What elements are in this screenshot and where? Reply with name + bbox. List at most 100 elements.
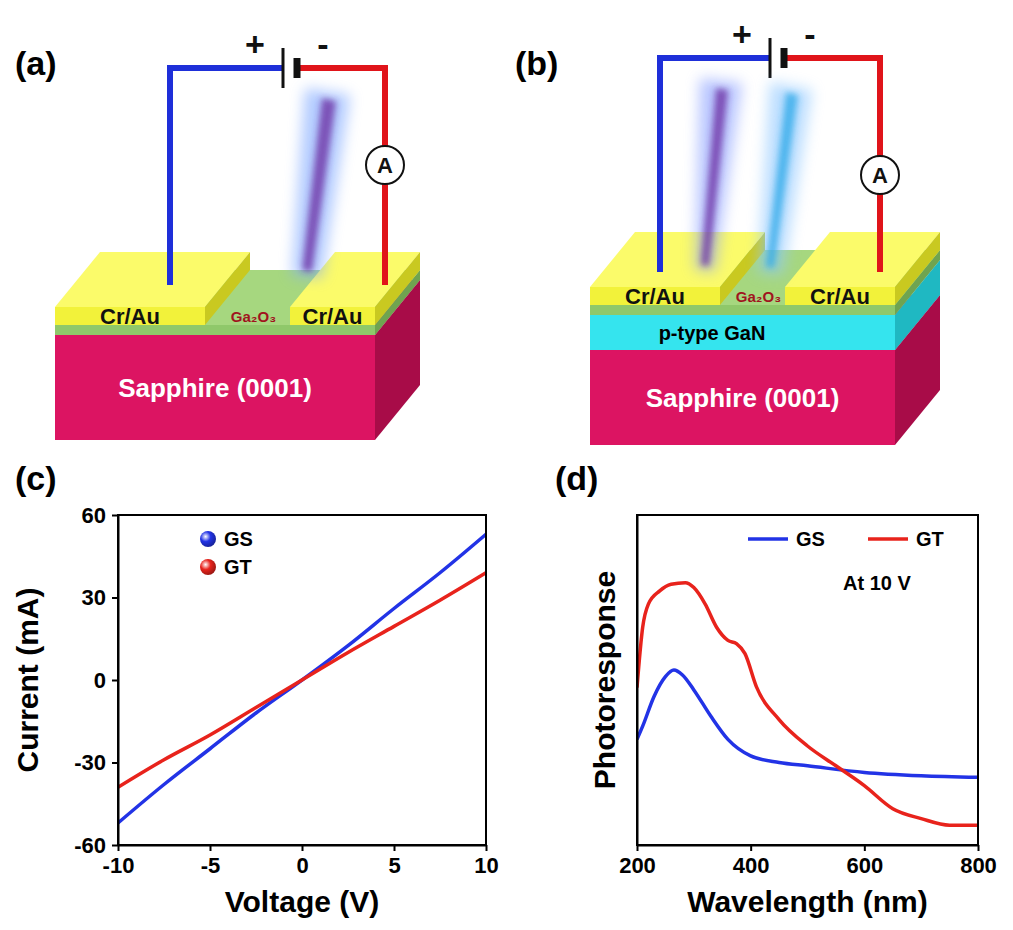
electrode-top [785, 232, 940, 287]
device-diagram: Sapphire (0001)Cr/AuCr/AuGa₂O₃+-A(a) [15, 25, 420, 440]
x-tick: 5 [388, 845, 400, 878]
layer-label: Sapphire (0001) [118, 373, 312, 403]
plot-area [637, 583, 978, 826]
legend-item: GS [748, 528, 825, 550]
layer-label: Sapphire (0001) [646, 383, 840, 413]
legend-label: GT [916, 528, 944, 550]
series-line [118, 573, 486, 788]
x-tick: -5 [201, 845, 221, 878]
wire-positive [660, 58, 770, 272]
electrode-label: Cr/Au [625, 284, 685, 309]
legend-label: GT [224, 556, 252, 578]
battery-sign: - [317, 25, 328, 63]
legend-line [748, 537, 788, 541]
tick-mark [864, 845, 866, 851]
chart-panel: -10 -5 0 5 10 -60 -30 0 30 60 Voltage (V) Current (… [11, 459, 499, 918]
layer-front [590, 315, 895, 350]
ammeter-label: A [872, 163, 888, 188]
tick-label: 10 [474, 853, 498, 878]
x-tick: 600 [846, 845, 883, 878]
light-beam-core [766, 92, 798, 268]
y-axis-line [637, 516, 639, 846]
tick-label: 0 [296, 853, 308, 878]
electrode-label: Cr/Au [100, 304, 160, 329]
tick-mark [112, 845, 118, 847]
tick-mark [112, 597, 118, 599]
battery-plate [282, 48, 285, 88]
legend: GS GT [748, 528, 944, 550]
legend-marker [200, 559, 216, 575]
tick-mark [112, 680, 118, 682]
y-tick: 30 [82, 585, 118, 610]
x-tick: 400 [733, 845, 770, 878]
legend: GS GT [200, 528, 253, 578]
tick-label: 0 [94, 668, 106, 693]
light-beam [758, 82, 812, 275]
device-diagram: Sapphire (0001) p-type GaN Cr/Au Cr/Au Ga₂O₃… [515, 15, 940, 445]
x-axis-title: Wavelength (nm) [687, 885, 928, 918]
electrode-side [895, 232, 940, 305]
y-tick: 0 [94, 668, 118, 693]
x-tick: 200 [619, 845, 656, 878]
x-axis: -10 -5 0 5 10 [103, 845, 499, 878]
tick-mark [978, 845, 980, 851]
y-axis: -60 -30 0 30 60 [74, 503, 118, 858]
legend-item: GT [200, 556, 252, 578]
electrode-label: Cr/Au [303, 304, 363, 329]
tick-label: -60 [74, 833, 106, 858]
film-label: Ga₂O₃ [736, 288, 781, 305]
tick-label: 200 [619, 853, 656, 878]
tick-mark [112, 515, 118, 517]
tick-label: 30 [82, 585, 106, 610]
tick-label: 60 [82, 503, 106, 528]
battery-plate [769, 38, 772, 78]
electrode-label: Cr/Au [810, 284, 870, 309]
figure-container: Sapphire (0001)Cr/AuCr/AuGa₂O₃+-A(a)Sapp… [0, 0, 1013, 930]
electrode-side [375, 252, 420, 325]
annotation: At 10 V [843, 572, 911, 594]
light-beam-core [701, 88, 728, 266]
plot-area [118, 534, 486, 823]
tick-label: 800 [960, 853, 997, 878]
light-beam-core [302, 98, 336, 272]
legend-marker [200, 531, 216, 547]
legend-item: GT [868, 528, 944, 550]
film-label: Ga₂O₃ [231, 308, 276, 325]
figure: Sapphire (0001)Cr/AuCr/AuGa₂O₃+-A(a)Sapp… [0, 0, 1013, 930]
y-tick: 60 [82, 503, 118, 528]
light-beam [695, 78, 742, 272]
battery-sign: - [804, 15, 815, 53]
layer-front [55, 335, 375, 440]
wire-positive [170, 68, 283, 285]
legend-line [868, 537, 908, 541]
x-tick: 0 [296, 845, 308, 878]
y-axis-title: Current (mA) [11, 588, 44, 773]
tick-label: -10 [103, 853, 135, 878]
x-axis-line [638, 845, 979, 847]
legend-item: GS [200, 528, 253, 550]
x-tick: -10 [103, 845, 135, 878]
tick-label: -5 [201, 853, 221, 878]
x-tick: 10 [474, 845, 498, 878]
panel-label: (d) [555, 459, 598, 497]
tick-label: -30 [74, 750, 106, 775]
tick-mark [210, 845, 212, 851]
layer-front [590, 350, 895, 445]
ammeter [861, 156, 899, 194]
tick-mark [302, 845, 304, 851]
x-tick: 800 [960, 845, 997, 878]
tick-mark [394, 845, 396, 851]
legend-label: GS [796, 528, 825, 550]
series-line [637, 583, 978, 826]
tick-mark [112, 762, 118, 764]
series-line [637, 670, 978, 777]
series-line [118, 534, 486, 823]
panel-label: (b) [515, 44, 558, 82]
tick-label: 400 [733, 853, 770, 878]
x-axis: 200 400 600 800 [619, 845, 997, 878]
x-axis-title: Voltage (V) [225, 885, 379, 918]
ammeter-label: A [377, 153, 393, 178]
y-tick: -60 [74, 833, 118, 858]
tick-label: 600 [846, 853, 883, 878]
layer-label: p-type GaN [659, 322, 766, 344]
